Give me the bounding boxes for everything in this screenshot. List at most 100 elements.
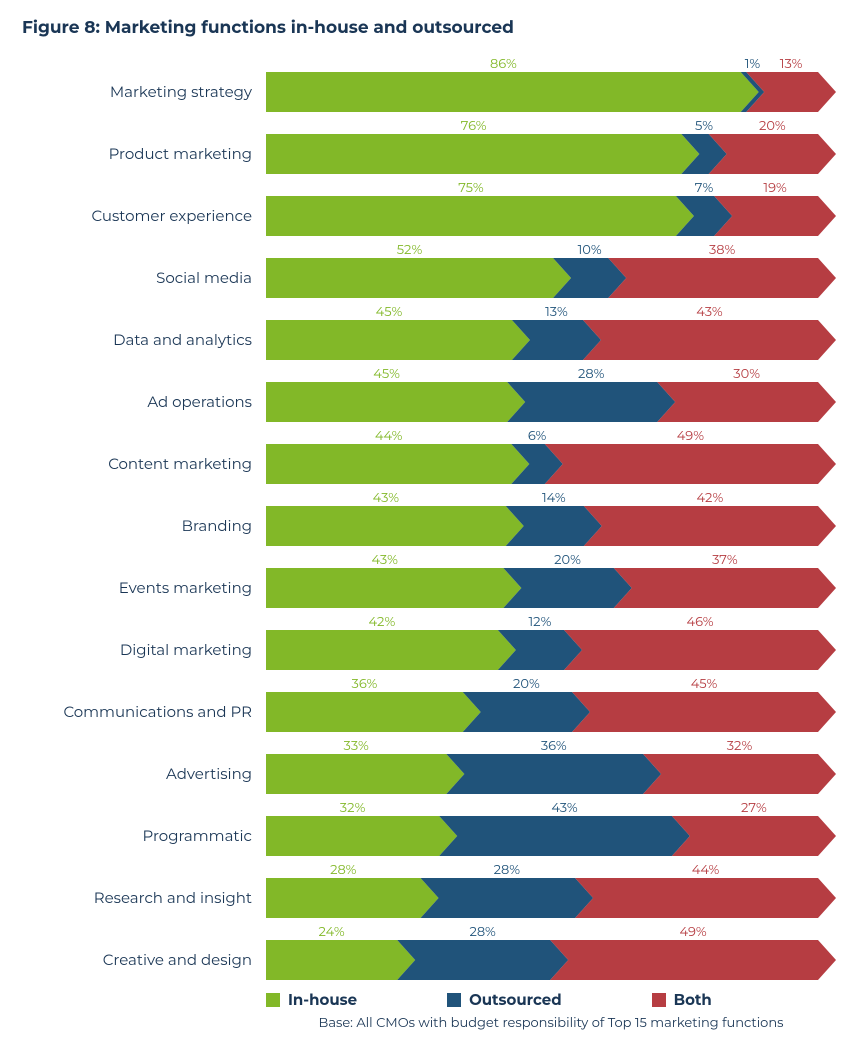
category-label: Research and insight — [22, 872, 266, 907]
bar-segment-both — [608, 258, 836, 298]
value-label-inhouse: 33% — [344, 738, 369, 754]
bar-segment-outsourced — [439, 816, 690, 856]
bar-segment-both — [657, 382, 836, 422]
category-label: Creative and design — [22, 934, 266, 969]
bar-area: 43%14%42% — [266, 486, 834, 548]
value-label-outsourced: 12% — [528, 614, 551, 630]
value-label-both: 32% — [727, 738, 753, 754]
value-label-outsourced: 36% — [541, 738, 567, 754]
value-label-inhouse: 52% — [397, 242, 423, 258]
bar-segment-inhouse — [266, 878, 439, 918]
bar-svg — [266, 134, 854, 174]
bar-segment-inhouse — [266, 506, 524, 546]
bar-svg — [266, 878, 854, 918]
category-label: Marketing strategy — [22, 66, 266, 101]
value-label-inhouse: 28% — [330, 862, 356, 878]
chart-row: Branding43%14%42% — [22, 486, 834, 548]
bar-segment-inhouse — [266, 134, 699, 174]
category-label: Advertising — [22, 748, 266, 783]
bar-segment-inhouse — [266, 382, 525, 422]
value-label-outsourced: 28% — [470, 924, 496, 940]
value-label-both: 46% — [687, 614, 714, 630]
chart-row: Advertising 33% 36% 32% — [22, 734, 834, 796]
chart-row: Content marketing44%6%49% — [22, 424, 834, 486]
bar-svg — [266, 72, 854, 112]
chart-row: Events marketing43%20%37% — [22, 548, 834, 610]
bar-area: 52%10%38% — [266, 238, 834, 300]
value-label-inhouse: 44% — [375, 428, 403, 444]
value-label-inhouse: 86% — [490, 56, 517, 72]
bar-area: 44%6%49% — [266, 424, 834, 486]
bar-segment-both — [572, 692, 836, 732]
chart-body: Marketing strategy86%1%13%Product market… — [22, 52, 834, 982]
value-label-outsourced: 43% — [551, 800, 577, 816]
value-label-inhouse: 36% — [351, 676, 377, 692]
bar-segment-outsourced — [397, 940, 568, 980]
legend-label-both: Both — [674, 990, 712, 1009]
category-label: Programmatic — [22, 810, 266, 845]
value-label-both: 19% — [763, 180, 786, 196]
bar-segment-outsourced — [503, 568, 631, 608]
category-label: Social media — [22, 252, 266, 287]
value-label-inhouse: 45% — [376, 304, 403, 320]
bar-area: 42%12%46% — [266, 610, 834, 672]
category-label: Product marketing — [22, 128, 266, 163]
value-label-both: 27% — [741, 800, 767, 816]
bar-segment-inhouse — [266, 72, 759, 112]
chart-footnote: Base: All CMOs with budget responsibilit… — [266, 1015, 836, 1031]
category-label: Customer experience — [22, 190, 266, 225]
bar-segment-both — [709, 134, 836, 174]
value-label-both: 43% — [696, 304, 722, 320]
category-label: Data and analytics — [22, 314, 266, 349]
bar-area: 86%1%13% — [266, 52, 834, 114]
bar-area: 76%5%20% — [266, 114, 834, 176]
legend-item-both: Both — [652, 990, 712, 1009]
category-label: Events marketing — [22, 562, 266, 597]
value-label-both: 30% — [733, 366, 760, 382]
bar-segment-both — [643, 754, 836, 794]
value-label-both: 45% — [691, 676, 718, 692]
value-label-both: 20% — [759, 118, 786, 134]
legend-item-outsourced: Outsourced — [447, 990, 562, 1009]
legend-item-inhouse: In-house — [266, 990, 357, 1009]
bar-svg — [266, 382, 854, 422]
value-label-both: 49% — [677, 428, 704, 444]
bar-segment-inhouse — [266, 444, 529, 484]
chart-row: Research and insight 28% 28% 44% — [22, 858, 834, 920]
value-label-inhouse: 45% — [373, 366, 400, 382]
bar-area: 28% 28% 44% — [266, 858, 834, 920]
bar-svg — [266, 630, 854, 670]
value-label-outsourced: 28% — [494, 862, 520, 878]
value-label-outsourced: 14% — [542, 490, 566, 506]
bar-segment-both — [672, 816, 836, 856]
chart-row: Digital marketing42%12%46% — [22, 610, 834, 672]
chart-row: Communications and PR36%20%45% — [22, 672, 834, 734]
value-label-outsourced: 10% — [578, 242, 602, 258]
legend: In-house Outsourced Both — [266, 990, 834, 1009]
bar-area: 36%20%45% — [266, 672, 834, 734]
value-label-outsourced: 20% — [554, 552, 581, 568]
legend-label-outsourced: Outsourced — [469, 990, 562, 1009]
bar-segment-outsourced — [463, 692, 590, 732]
legend-swatch-inhouse — [266, 993, 280, 1007]
bar-area: 75%7%19% — [266, 176, 834, 238]
legend-swatch-both — [652, 993, 666, 1007]
bar-segment-inhouse — [266, 196, 694, 236]
value-label-both: 44% — [692, 862, 720, 878]
category-label: Branding — [22, 500, 266, 535]
bar-segment-both — [614, 568, 836, 608]
bar-area: 45%13%43% — [266, 300, 834, 362]
bar-segment-inhouse — [266, 816, 457, 856]
value-label-inhouse: 75% — [458, 180, 483, 196]
chart-title: Figure 8: Marketing functions in-house a… — [22, 18, 834, 38]
chart-row: Programmatic32%43%27% — [22, 796, 834, 858]
bar-area: 32%43%27% — [266, 796, 834, 858]
bar-svg — [266, 754, 854, 794]
bar-area: 43%20%37% — [266, 548, 834, 610]
bar-area: 33% 36% 32% — [266, 734, 834, 796]
bar-svg — [266, 940, 854, 980]
bar-segment-outsourced — [446, 754, 661, 794]
value-label-inhouse: 43% — [371, 552, 397, 568]
category-label: Ad operations — [22, 376, 266, 411]
bar-area: 24%28%49% — [266, 920, 834, 982]
